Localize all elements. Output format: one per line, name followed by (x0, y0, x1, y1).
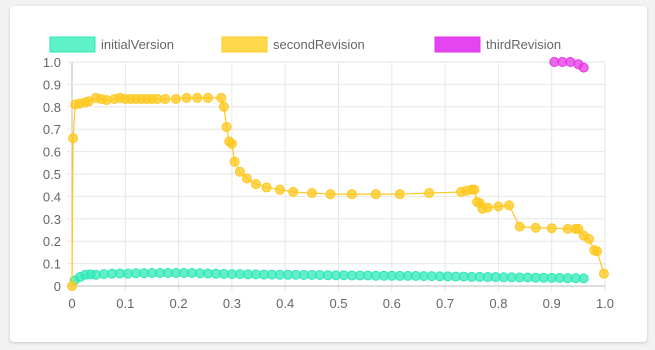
axes: 0 0.1 0.2 0.3 0.4 0.5 0.6 0.7 0.8 0.9 1.0 0 0.1 0.2 0.… (43, 55, 614, 311)
data-point (241, 173, 252, 184)
series-initialVersion (69, 268, 589, 286)
x-tick-label: 0.7 (436, 296, 454, 311)
data-point (598, 268, 609, 279)
data-point (578, 62, 589, 73)
y-tick-label: 0.4 (43, 189, 61, 204)
data-point (578, 273, 589, 284)
data-point (202, 92, 213, 103)
y-tick-label: 1.0 (43, 55, 61, 70)
data-point (67, 281, 77, 291)
legend-swatch (49, 36, 96, 53)
legend-item-initialVersion[interactable]: initialVersion (49, 36, 174, 53)
legend-label: secondRevision (273, 37, 365, 52)
legend-swatch (434, 36, 481, 53)
x-tick-label: 0.1 (116, 296, 134, 311)
x-tick-label: 0.3 (223, 296, 241, 311)
data-point (530, 222, 541, 233)
legend-label: initialVersion (101, 37, 174, 52)
y-tick-label: 0 (54, 279, 61, 294)
data-point (306, 188, 317, 199)
data-point (584, 233, 595, 244)
data-point (170, 93, 181, 104)
data-point (181, 92, 192, 103)
data-point (221, 121, 232, 132)
data-point (250, 179, 261, 190)
data-point (68, 133, 79, 144)
data-point (592, 246, 603, 257)
data-point (482, 202, 493, 213)
x-tick-label: 0.8 (489, 296, 507, 311)
data-point (229, 156, 240, 167)
y-tick-label: 0.3 (43, 212, 61, 227)
plot-area (67, 57, 609, 291)
x-tick-label: 1.0 (596, 296, 614, 311)
data-point (346, 189, 357, 200)
data-point (216, 92, 227, 103)
y-tick-label: 0.1 (43, 257, 61, 272)
legend-item-secondRevision[interactable]: secondRevision (221, 36, 365, 53)
data-point (546, 223, 557, 234)
data-point (192, 92, 203, 103)
y-tick-label: 0.2 (43, 234, 61, 249)
legend-swatch (221, 36, 268, 53)
series-secondRevision (67, 92, 609, 291)
y-tick-label: 0.6 (43, 145, 61, 160)
data-point (424, 188, 435, 199)
x-tick-label: 0.9 (543, 296, 561, 311)
data-point (394, 189, 405, 200)
data-point (234, 166, 245, 177)
data-point (325, 189, 336, 200)
data-point (218, 101, 229, 112)
data-point (573, 223, 584, 234)
x-tick-label: 0.6 (383, 296, 401, 311)
data-point (288, 186, 299, 197)
x-tick-label: 0.5 (329, 296, 347, 311)
data-point (261, 182, 272, 193)
legend-item-thirdRevision[interactable]: thirdRevision (434, 36, 561, 53)
series-line (71, 97, 605, 287)
data-point (469, 184, 480, 195)
legend: initialVersion secondRevision thirdRevisio… (49, 36, 561, 53)
data-point (493, 201, 504, 212)
legend-label: thirdRevision (486, 37, 561, 52)
x-tick-label: 0.2 (170, 296, 188, 311)
x-tick-label: 0.4 (276, 296, 294, 311)
data-point (514, 221, 525, 232)
x-tick-label: 0 (68, 296, 75, 311)
data-point (504, 200, 515, 211)
data-point (274, 184, 285, 195)
y-tick-label: 0.8 (43, 100, 61, 115)
y-tick-label: 0.9 (43, 77, 61, 92)
data-point (370, 189, 381, 200)
series-thirdRevision (549, 57, 589, 73)
data-point (160, 93, 171, 104)
y-tick-label: 0.7 (43, 122, 61, 137)
y-tick-label: 0.5 (43, 167, 61, 182)
data-point (226, 138, 237, 149)
